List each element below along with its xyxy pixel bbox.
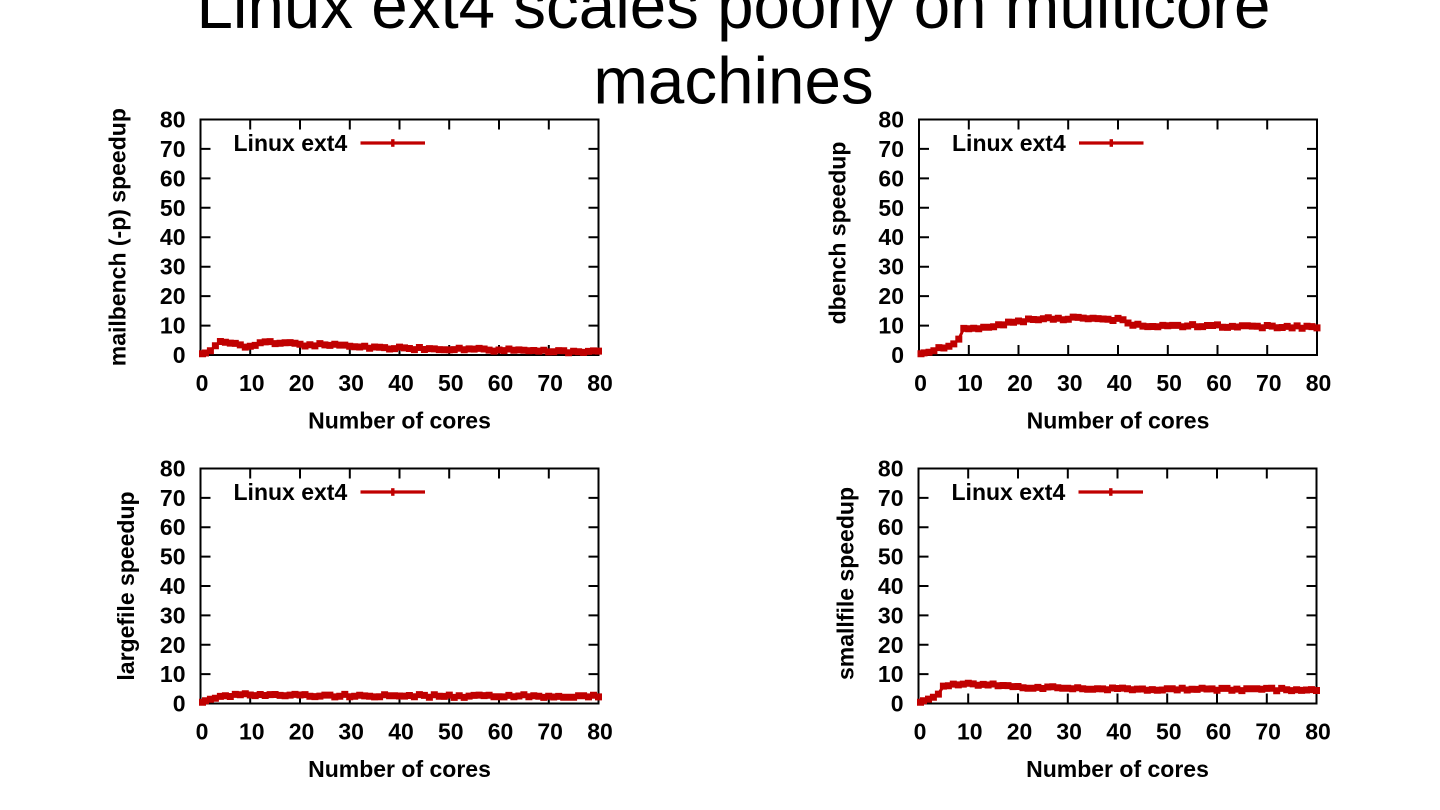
svg-text:50: 50 <box>160 544 186 570</box>
svg-text:40: 40 <box>388 719 414 745</box>
svg-text:40: 40 <box>1106 719 1132 745</box>
svg-text:40: 40 <box>388 370 414 396</box>
svg-text:50: 50 <box>878 544 904 570</box>
svg-text:20: 20 <box>289 370 315 396</box>
svg-text:30: 30 <box>878 254 904 280</box>
svg-text:80: 80 <box>160 456 186 482</box>
svg-text:20: 20 <box>878 632 904 658</box>
svg-text:Number of cores: Number of cores <box>308 408 491 434</box>
svg-text:50: 50 <box>878 195 904 221</box>
svg-text:10: 10 <box>160 661 186 687</box>
svg-text:0: 0 <box>173 691 186 717</box>
svg-text:50: 50 <box>1156 370 1182 396</box>
svg-text:60: 60 <box>1206 719 1232 745</box>
svg-text:20: 20 <box>160 283 186 309</box>
svg-text:80: 80 <box>160 107 186 133</box>
svg-text:80: 80 <box>878 456 904 482</box>
svg-text:0: 0 <box>196 719 209 745</box>
svg-text:20: 20 <box>289 719 315 745</box>
svg-text:Linux ext4: Linux ext4 <box>952 479 1066 505</box>
svg-text:80: 80 <box>587 719 613 745</box>
svg-text:60: 60 <box>488 370 514 396</box>
svg-text:dbench speedup: dbench speedup <box>825 142 851 325</box>
svg-text:20: 20 <box>160 632 186 658</box>
svg-text:60: 60 <box>878 165 904 191</box>
svg-text:70: 70 <box>1255 719 1281 745</box>
svg-text:40: 40 <box>160 573 186 599</box>
svg-text:70: 70 <box>537 719 563 745</box>
svg-text:30: 30 <box>160 254 186 280</box>
svg-text:70: 70 <box>537 370 563 396</box>
svg-text:Linux ext4: Linux ext4 <box>952 130 1066 156</box>
svg-text:40: 40 <box>878 224 904 250</box>
svg-text:10: 10 <box>239 370 265 396</box>
svg-text:80: 80 <box>1306 370 1332 396</box>
svg-text:Linux ext4: Linux ext4 <box>234 130 348 156</box>
svg-text:20: 20 <box>1007 719 1033 745</box>
svg-text:80: 80 <box>587 370 613 396</box>
svg-text:60: 60 <box>160 165 186 191</box>
svg-text:60: 60 <box>1206 370 1232 396</box>
svg-text:80: 80 <box>878 107 904 133</box>
svg-text:machines: machines <box>593 45 873 118</box>
svg-text:0: 0 <box>891 691 904 717</box>
svg-text:40: 40 <box>160 224 186 250</box>
svg-text:10: 10 <box>160 313 186 339</box>
svg-text:60: 60 <box>160 514 186 540</box>
svg-text:40: 40 <box>878 573 904 599</box>
svg-text:50: 50 <box>438 370 464 396</box>
svg-text:70: 70 <box>878 136 904 162</box>
svg-text:0: 0 <box>891 342 904 368</box>
svg-text:0: 0 <box>173 342 186 368</box>
svg-text:70: 70 <box>878 485 904 511</box>
svg-text:70: 70 <box>1256 370 1282 396</box>
svg-text:0: 0 <box>914 370 927 396</box>
svg-text:30: 30 <box>338 719 364 745</box>
svg-text:60: 60 <box>878 514 904 540</box>
svg-text:70: 70 <box>160 136 186 162</box>
svg-text:0: 0 <box>914 719 927 745</box>
svg-text:0: 0 <box>196 370 209 396</box>
svg-text:10: 10 <box>239 719 265 745</box>
svg-text:Number of cores: Number of cores <box>308 756 491 782</box>
svg-text:50: 50 <box>1156 719 1182 745</box>
svg-text:10: 10 <box>957 370 983 396</box>
svg-text:smallfile speedup: smallfile speedup <box>833 487 859 680</box>
svg-text:80: 80 <box>1305 719 1331 745</box>
svg-text:30: 30 <box>1057 370 1083 396</box>
svg-text:60: 60 <box>488 719 514 745</box>
svg-text:50: 50 <box>160 195 186 221</box>
svg-text:30: 30 <box>338 370 364 396</box>
svg-text:Linux ext4: Linux ext4 <box>234 479 348 505</box>
svg-text:30: 30 <box>1056 719 1082 745</box>
svg-text:10: 10 <box>957 719 983 745</box>
svg-text:70: 70 <box>160 485 186 511</box>
svg-text:largefile speedup: largefile speedup <box>113 491 139 680</box>
svg-text:30: 30 <box>878 602 904 628</box>
svg-text:10: 10 <box>878 313 904 339</box>
svg-text:50: 50 <box>438 719 464 745</box>
svg-text:20: 20 <box>878 283 904 309</box>
svg-text:Number of cores: Number of cores <box>1026 756 1209 782</box>
svg-text:20: 20 <box>1007 370 1033 396</box>
svg-text:Linux ext4 scales poorly on mu: Linux ext4 scales poorly on multicore <box>196 0 1270 42</box>
svg-text:40: 40 <box>1107 370 1133 396</box>
svg-text:30: 30 <box>160 602 186 628</box>
svg-text:mailbench (-p) speedup: mailbench (-p) speedup <box>105 108 131 366</box>
svg-text:Number of cores: Number of cores <box>1027 408 1210 434</box>
svg-text:10: 10 <box>878 661 904 687</box>
